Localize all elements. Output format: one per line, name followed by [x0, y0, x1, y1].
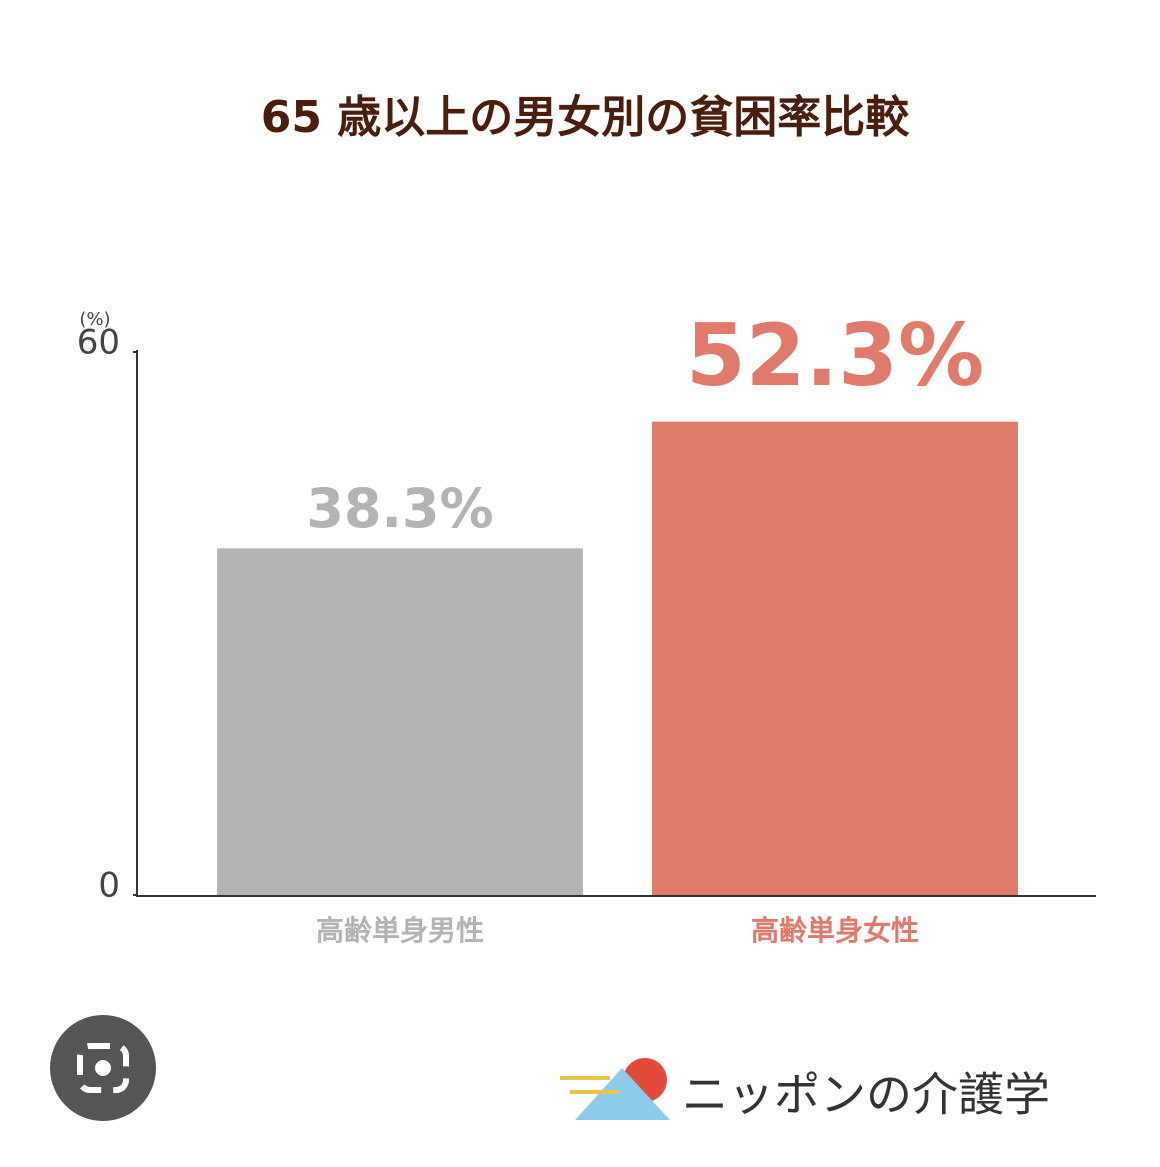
- lens-frame: [77, 1043, 129, 1093]
- bar: [652, 421, 1018, 895]
- x-tick-label: 高齢単身女性: [751, 914, 919, 947]
- logo-mountain: [575, 1068, 670, 1120]
- y-tick-label: 60: [77, 323, 120, 363]
- lens-dot: [95, 1060, 111, 1076]
- chart-title: 65 歳以上の男女別の貧困率比較: [261, 92, 911, 143]
- bar: [217, 548, 583, 895]
- value-label: 38.3%: [306, 477, 493, 540]
- y-tick-label: 0: [98, 866, 120, 906]
- x-tick-label: 高齢単身男性: [316, 914, 484, 947]
- value-label: 52.3%: [686, 306, 984, 406]
- logo-mark: [560, 1058, 670, 1120]
- axis-unit: (%): [79, 309, 110, 330]
- logo-text: ニッポンの介護学: [682, 1068, 1050, 1122]
- lens-button[interactable]: [50, 1015, 156, 1121]
